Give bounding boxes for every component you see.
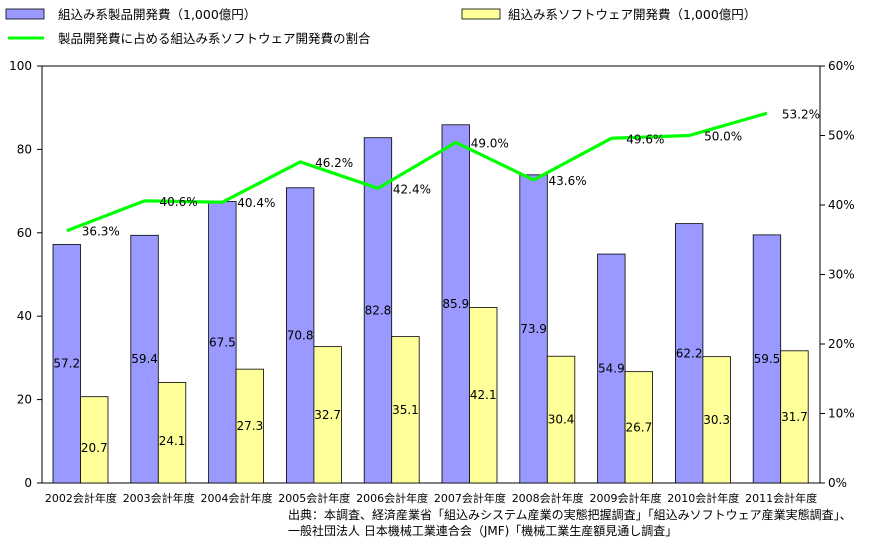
data-label-software-cost: 30.4 [548, 413, 575, 427]
data-label-ratio: 40.6% [159, 195, 197, 209]
data-label-software-cost: 20.7 [81, 441, 108, 455]
right-tick-label: 0% [828, 476, 847, 490]
legend-label-ratio: 製品開発費に占める組込み系ソフトウェア開発費の割合 [58, 31, 371, 46]
data-label-ratio: 49.6% [626, 132, 664, 146]
bar-product-cost [597, 253, 626, 484]
right-tick-label: 30% [828, 268, 855, 282]
data-label-software-cost: 27.3 [236, 419, 263, 433]
legend-item-product-cost: 組込み系製品開発費（1,000億円） [5, 7, 256, 22]
data-label-software-cost: 31.7 [781, 410, 808, 424]
legend-item-ratio: 製品開発費に占める組込み系ソフトウェア開発費の割合 [8, 31, 371, 46]
category-label: 2002会計年度 [45, 491, 117, 505]
bar-product-cost [52, 244, 81, 484]
bar-product-cost [519, 174, 548, 484]
bar-software-cost [780, 350, 809, 484]
data-label-software-cost: 26.7 [625, 420, 652, 434]
bar-product-cost [675, 223, 704, 484]
category-label: 2005会計年度 [278, 491, 350, 505]
bar-software-cost [546, 355, 576, 484]
category-label: 2007会計年度 [434, 491, 506, 505]
source-line-1: 出典：本調査、経済産業省「組込みシステム産業の実態把握調査」「組込みソフトウェア… [288, 507, 852, 522]
bar-software-cost [313, 346, 342, 484]
legend-label-product-cost: 組込み系製品開発費（1,000億円） [58, 7, 256, 22]
bar-software-cost [702, 356, 731, 484]
data-label-ratio: 53.2% [782, 107, 820, 121]
data-label-product-cost: 85.9 [442, 297, 469, 311]
left-tick-label: 80 [17, 142, 32, 156]
data-label-ratio: 43.6% [548, 174, 586, 188]
bars [52, 124, 809, 484]
data-label-product-cost: 70.8 [287, 328, 314, 342]
data-label-ratio: 40.4% [237, 196, 275, 210]
bar-software-cost [391, 336, 420, 484]
legend-swatch-product-cost [5, 8, 45, 20]
category-label: 2003会計年度 [123, 491, 195, 505]
data-label-product-cost: 67.5 [209, 335, 236, 349]
left-tick-label: 100 [9, 59, 32, 73]
right-tick-label: 60% [828, 59, 855, 73]
legend-swatch-software-cost [461, 8, 501, 20]
ratio-labels: 36.3% 40.6% 40.4% 46.2% 42.4% 49.0% 43.6% 49.6%… [82, 107, 820, 238]
data-label-product-cost: 57.2 [53, 357, 80, 371]
legend-item-software-cost: 組込み系ソフトウェア開発費（1,000億円） [461, 7, 756, 22]
right-y-axis: 0% 10% 20% 30% 40% 50% 60% [820, 59, 855, 490]
left-tick-label: 20 [17, 393, 32, 407]
left-y-axis: 0 20 40 60 80 100 [9, 59, 42, 490]
category-label: 2004会計年度 [201, 491, 273, 505]
left-tick-label: 0 [24, 476, 32, 490]
bar-product-cost [130, 234, 159, 484]
right-tick-label: 10% [828, 407, 855, 421]
category-label: 2009会計年度 [590, 491, 662, 505]
data-label-ratio: 42.4% [393, 182, 431, 196]
source-note: 出典：本調査、経済産業省「組込みシステム産業の実態把握調査」「組込みソフトウェア… [288, 507, 852, 538]
bar-software-cost [80, 396, 109, 484]
data-label-ratio: 36.3% [82, 225, 120, 239]
data-label-ratio: 46.2% [315, 156, 353, 170]
data-label-product-cost: 62.2 [676, 346, 703, 360]
bar-software-cost [624, 371, 653, 484]
bar-product-cost [363, 137, 393, 484]
data-label-software-cost: 24.1 [159, 434, 186, 448]
data-label-software-cost: 30.3 [703, 413, 730, 427]
data-label-software-cost: 32.7 [314, 408, 341, 422]
right-tick-label: 40% [828, 198, 855, 212]
data-label-ratio: 49.0% [471, 136, 509, 150]
legend: 組込み系製品開発費（1,000億円） 組込み系ソフトウェア開発費（1,000億円）… [5, 7, 756, 46]
data-label-product-cost: 73.9 [520, 322, 547, 336]
data-label-product-cost: 59.4 [131, 352, 158, 366]
left-tick-label: 40 [17, 309, 32, 323]
ratio-line [66, 111, 768, 233]
bar-product-cost [441, 124, 470, 484]
bar-software-cost [235, 368, 265, 484]
right-tick-label: 50% [828, 129, 855, 143]
bar-product-cost [752, 234, 782, 484]
category-label: 2010会計年度 [667, 491, 739, 505]
bar-product-cost [285, 187, 315, 484]
ratio-line-path [66, 111, 768, 233]
source-line-2: 一般社団法人 日本機械工業連合会（JMF)「機械工業生産額見通し調査」 [288, 523, 677, 538]
data-label-software-cost: 35.1 [392, 403, 419, 417]
data-label-product-cost: 59.5 [754, 352, 781, 366]
category-label: 2011会計年度 [745, 491, 817, 505]
bar-software-cost [157, 382, 187, 484]
left-tick-label: 60 [17, 226, 32, 240]
category-labels: 2002会計年度 2003会計年度 2004会計年度 2005会計年度 2006会計年度… [45, 491, 817, 505]
bar-software-cost [469, 307, 498, 484]
category-label: 2006会計年度 [356, 491, 428, 505]
right-tick-label: 20% [828, 337, 855, 351]
data-label-product-cost: 82.8 [365, 303, 392, 317]
legend-label-software-cost: 組込み系ソフトウェア開発費（1,000億円） [508, 7, 756, 22]
bar-labels: 57.2 20.7 59.4 24.1 67.5 27.3 70.8 32.7 82.8 35.1… [53, 297, 807, 455]
category-label: 2008会計年度 [512, 491, 584, 505]
data-label-ratio: 50.0% [704, 130, 742, 144]
data-label-software-cost: 42.1 [470, 388, 497, 402]
bar-product-cost [208, 201, 237, 484]
data-label-product-cost: 54.9 [598, 362, 625, 376]
